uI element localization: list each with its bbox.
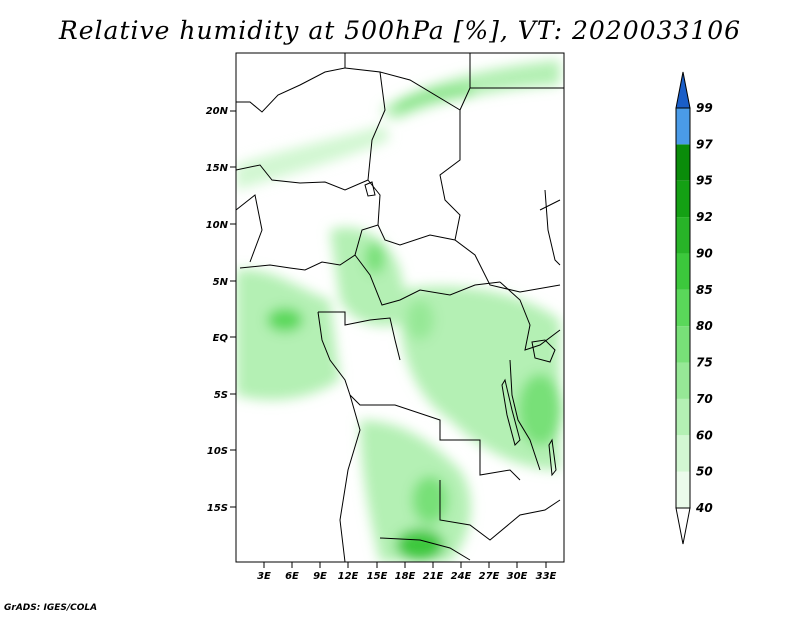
border-car-sudan [377,224,561,293]
coast-angola [339,394,361,562]
border-niger-chad [344,67,386,181]
border-drc-angola [349,394,521,481]
lat-tick-label: 10N [206,220,229,231]
lat-tick-label: 10S [207,446,228,457]
chart-title: Relative humidity at 500hPa [%], VT: 202… [58,16,742,45]
border-car-drc [354,254,501,306]
lon-tick-label: 18E [395,571,416,582]
lake-tanganyika [501,378,521,446]
colorbar-swatch [676,398,690,436]
colorbar-label: 40 [695,501,713,515]
colorbar-swatch [676,180,690,218]
colorbar-swatch [676,362,690,399]
humidity-core-west-congo [406,300,434,340]
border-ethiopia-north [539,199,561,211]
lakes [364,181,557,477]
lon-tick-label: 33E [536,571,557,582]
border-algeria-niger [236,53,346,113]
humidity-core-lakes [518,374,562,446]
colorbar-upper-triangle [675,71,691,109]
lon-tick-label: 30E [507,571,528,582]
humidity-core-central [365,242,385,274]
colorbar-label: 85 [696,283,713,297]
lat-tick-label: 5S [214,390,228,401]
colorbar: 40 50 60 70 75 80 85 90 92 95 97 99 [675,71,713,545]
border-ethiopia [544,189,561,266]
humidity-sahel [236,125,390,190]
colorbar-label: 70 [696,392,713,406]
colorbar-label: 50 [696,465,713,479]
humidity-core-angola [412,476,448,524]
lake-chad [364,181,376,197]
border-libya [459,53,471,111]
coast-nigeria-cameroon [239,179,381,271]
colorbar-swatch [676,217,690,254]
colorbar-swatch [676,253,690,290]
border-benin [236,194,263,263]
colorbar-outline [675,107,691,509]
humidity-shading [236,60,562,562]
lon-tick-label: 3E [257,571,271,582]
lat-tick-label: EQ [213,333,229,344]
colorbar-swatch [676,144,690,181]
colorbar-label: 99 [696,101,713,115]
coast-gabon [317,311,351,396]
border-angola-zambia [439,480,561,541]
border-niger-nigeria [236,164,369,191]
colorbar-swatch [676,289,690,327]
humidity-core-gulf [267,308,303,332]
colorbar-swatch [676,326,690,363]
lat-tick-label: 5N [213,277,229,288]
lon-tick-label: 21E [423,571,444,582]
border-uganda [499,281,561,351]
colorbar-label: 95 [696,174,713,188]
border-chad-sudan [379,71,461,241]
border-namibia [379,537,471,561]
lat-axis: 20N 15N 10N 5N EQ 5S 10S 15S [206,106,236,514]
lon-tick-label: 9E [313,571,327,582]
lat-tick-label: 15N [206,163,229,174]
colorbar-label: 90 [696,246,713,260]
colorbar-swatch [676,471,690,508]
lon-tick-label: 12E [338,571,359,582]
lat-tick-label: 20N [206,106,229,117]
lake-malawi [548,438,557,477]
colorbar-label: 97 [696,137,713,151]
lake-victoria [531,339,556,363]
map-frame [235,52,565,563]
humidity-core-north [395,87,475,112]
lat-tick-label: 15S [207,503,228,514]
colorbar-swatch [676,435,690,472]
border-gabon-congo [318,311,401,361]
lon-axis: 3E 6E 9E 12E 15E 18E 21E 24E 27E 30E 33E [257,562,557,582]
colorbar-label: 60 [696,428,713,442]
credit-text: GrADS: IGES/COLA [4,603,98,613]
border-tanzania [509,359,541,471]
colorbar-label: 75 [696,356,713,370]
humidity-core-south [396,529,444,561]
colorbar-swatch [676,108,690,145]
country-borders [236,53,564,562]
humidity-gulf [236,269,340,400]
humidity-central [330,227,410,326]
colorbar-label: 80 [696,319,713,333]
lon-tick-label: 6E [285,571,299,582]
lon-tick-label: 24E [451,571,472,582]
lon-tick-label: 27E [479,571,500,582]
colorbar-lower-triangle [675,507,691,545]
colorbar-label: 92 [696,210,713,224]
lon-tick-label: 15E [367,571,388,582]
